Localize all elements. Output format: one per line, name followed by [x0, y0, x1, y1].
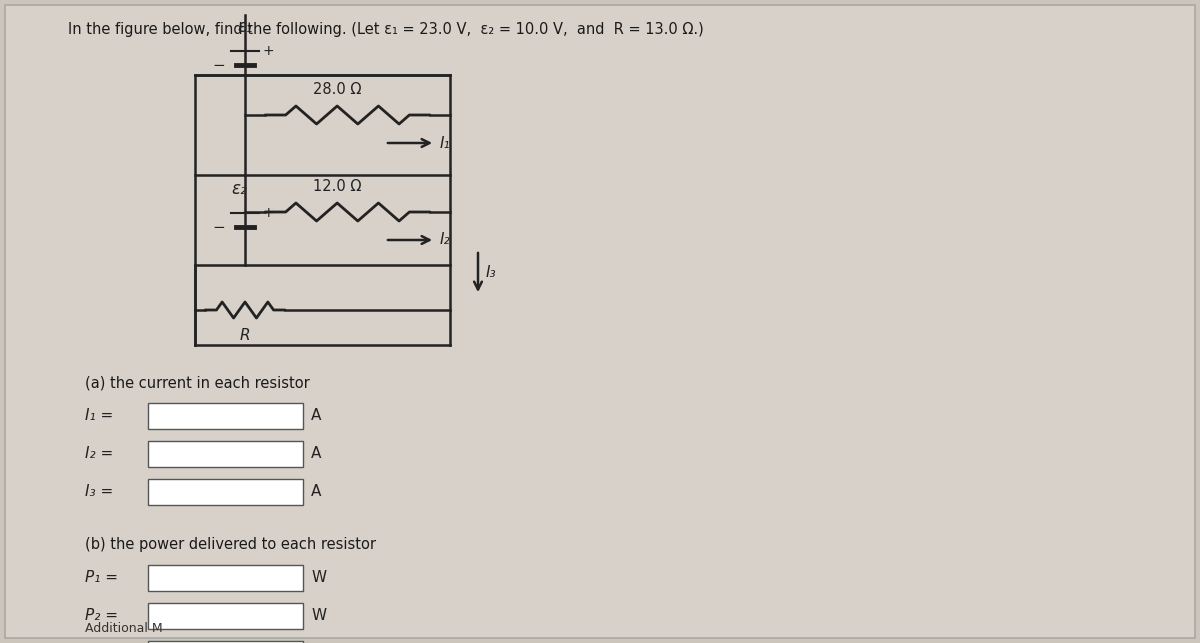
FancyBboxPatch shape — [5, 5, 1195, 638]
Text: R: R — [240, 328, 251, 343]
Text: 28.0 Ω: 28.0 Ω — [313, 82, 361, 97]
Bar — [148, 641, 302, 643]
Text: A: A — [311, 484, 322, 500]
Text: A: A — [311, 446, 322, 462]
Text: +: + — [263, 44, 275, 58]
Text: I₃ =: I₃ = — [85, 484, 113, 500]
Text: I₃: I₃ — [486, 265, 497, 280]
Bar — [148, 603, 302, 629]
Text: ε₁: ε₁ — [238, 18, 253, 36]
Text: P₂ =: P₂ = — [85, 608, 118, 624]
Text: I₂ =: I₂ = — [85, 446, 113, 462]
Text: +: + — [263, 206, 275, 220]
Text: −: − — [212, 57, 226, 73]
Text: I₂: I₂ — [440, 233, 451, 248]
Text: I₁: I₁ — [440, 136, 451, 150]
Text: (a) the current in each resistor: (a) the current in each resistor — [85, 375, 310, 390]
Text: W: W — [311, 608, 326, 624]
Text: P₁ =: P₁ = — [85, 570, 118, 586]
Text: ε₂: ε₂ — [230, 180, 247, 198]
Text: Additional M: Additional M — [85, 622, 163, 635]
Bar — [148, 565, 302, 591]
Bar — [148, 479, 302, 505]
Text: W: W — [311, 570, 326, 586]
Text: (b) the power delivered to each resistor: (b) the power delivered to each resistor — [85, 537, 376, 552]
Bar — [148, 441, 302, 467]
Text: 12.0 Ω: 12.0 Ω — [313, 179, 361, 194]
Text: A: A — [311, 408, 322, 424]
Text: I₁ =: I₁ = — [85, 408, 113, 424]
Bar — [148, 403, 302, 429]
Text: In the figure below, find the following. (Let ε₁ = 23.0 V,  ε₂ = 10.0 V,  and  R: In the figure below, find the following.… — [68, 22, 703, 37]
Text: −: − — [212, 219, 226, 235]
